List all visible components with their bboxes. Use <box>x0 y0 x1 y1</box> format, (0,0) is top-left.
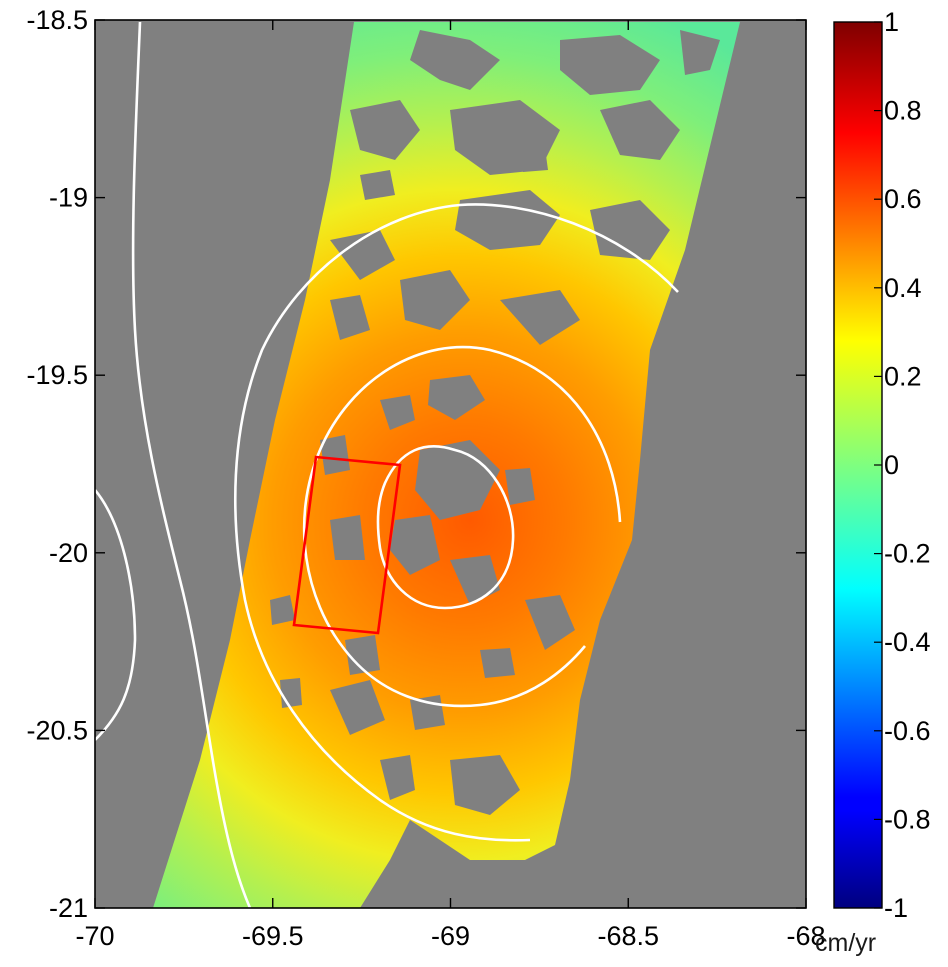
contour-middle-ring <box>302 345 622 708</box>
colorbar-tick-label: 0 <box>884 450 899 480</box>
colorbar-tick-label: -1 <box>884 893 908 923</box>
colorbar: 1 0.8 0.6 0.4 0.2 0 -0.2 -0.4 -0.6 -0.8 -1 cm/yr <box>815 7 931 957</box>
y-tick-label: -19 <box>49 183 88 213</box>
x-tick-label: -68 <box>786 921 825 951</box>
colorbar-tick-label: 0.6 <box>884 184 922 214</box>
colorbar-tick-label: 1 <box>884 7 899 37</box>
y-tick-label: -21 <box>49 893 88 923</box>
contour-outer-ring <box>233 203 679 842</box>
y-tick-label: -18.5 <box>26 5 88 35</box>
highlight-box <box>292 455 402 635</box>
no-data-patches <box>270 30 720 815</box>
colorbar-unit: cm/yr <box>815 929 876 957</box>
colorbar-tick-label: 0.8 <box>884 96 922 126</box>
y-axis: -18.5 -19 -19.5 -20 -20.5 -21 <box>26 5 806 923</box>
colorbar-tick-label: -0.2 <box>884 539 931 569</box>
y-tick-label: -20.5 <box>26 715 88 745</box>
plot-area <box>95 20 806 908</box>
x-tick-label: -69 <box>431 921 470 951</box>
x-tick-label: -69.5 <box>242 921 304 951</box>
contour-far-west <box>131 21 252 908</box>
x-tick-label: -68.5 <box>597 921 659 951</box>
colorbar-tick-label: 0.4 <box>884 273 922 303</box>
colorbar-tick-label: -0.6 <box>884 716 931 746</box>
x-axis: -70 -69.5 -69 -68.5 -68 <box>75 20 826 951</box>
contour-lines <box>95 21 679 908</box>
y-tick-label: -19.5 <box>26 360 88 390</box>
colorbar-tick-label: -0.4 <box>884 627 931 657</box>
colorbar-ticks: 1 0.8 0.6 0.4 0.2 0 -0.2 -0.4 -0.6 -0.8 -1 <box>874 7 931 923</box>
contour-west-lobe <box>95 489 137 741</box>
colorbar-tick-label: -0.8 <box>884 804 931 834</box>
contour-inner-ring <box>376 445 515 610</box>
x-tick-label: -70 <box>75 921 114 951</box>
colorbar-tick-label: 0.2 <box>884 361 922 391</box>
y-tick-label: -20 <box>49 538 88 568</box>
colorbar-gradient <box>833 21 883 909</box>
